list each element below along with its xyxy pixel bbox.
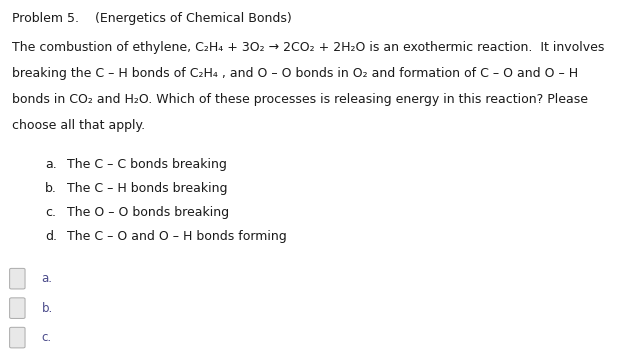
FancyBboxPatch shape — [10, 268, 25, 289]
Text: The C – O and O – H bonds forming: The C – O and O – H bonds forming — [67, 230, 287, 244]
FancyBboxPatch shape — [10, 298, 25, 318]
Text: b.: b. — [45, 182, 56, 195]
Text: choose all that apply.: choose all that apply. — [12, 119, 144, 132]
Text: b.: b. — [42, 302, 53, 315]
Text: a.: a. — [45, 158, 56, 171]
Text: The combustion of ethylene, C₂H₄ + 3O₂ → 2CO₂ + 2H₂O is an exothermic reaction. : The combustion of ethylene, C₂H₄ + 3O₂ →… — [12, 41, 604, 54]
Text: bonds in CO₂ and H₂O. Which of these processes is releasing energy in this react: bonds in CO₂ and H₂O. Which of these pro… — [12, 93, 587, 106]
Text: c.: c. — [42, 331, 52, 344]
Text: The O – O bonds breaking: The O – O bonds breaking — [67, 206, 230, 219]
Text: d.: d. — [45, 230, 57, 244]
Text: breaking the C – H bonds of C₂H₄ , and O – O bonds in O₂ and formation of C – O : breaking the C – H bonds of C₂H₄ , and O… — [12, 67, 578, 80]
Text: The C – H bonds breaking: The C – H bonds breaking — [67, 182, 228, 195]
FancyBboxPatch shape — [10, 327, 25, 348]
Text: c.: c. — [45, 206, 56, 219]
Text: a.: a. — [42, 272, 53, 285]
Text: Problem 5.    (Energetics of Chemical Bonds): Problem 5. (Energetics of Chemical Bonds… — [12, 12, 291, 26]
Text: The C – C bonds breaking: The C – C bonds breaking — [67, 158, 227, 171]
